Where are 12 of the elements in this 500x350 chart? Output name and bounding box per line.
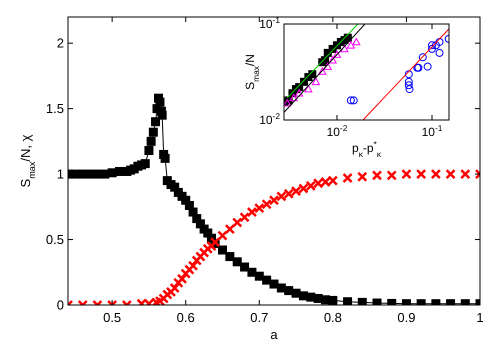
y-tick-label: 2: [56, 36, 64, 51]
y-tick-label: 1.5: [46, 101, 64, 116]
x-tick-label: 0.5: [103, 310, 122, 325]
x-axis-title: a: [270, 327, 278, 342]
x-tick-label: 0.8: [324, 310, 342, 325]
y-tick-label: 1: [56, 166, 64, 182]
x-tick-label: 1: [476, 310, 484, 325]
x-tick-label: 0.6: [176, 310, 195, 325]
x-tick-label: 0.7: [250, 310, 268, 325]
y-tick-label: 0.5: [46, 232, 64, 248]
y-tick-label: 0: [56, 298, 64, 313]
x-tick-label: 0.9: [397, 310, 416, 325]
